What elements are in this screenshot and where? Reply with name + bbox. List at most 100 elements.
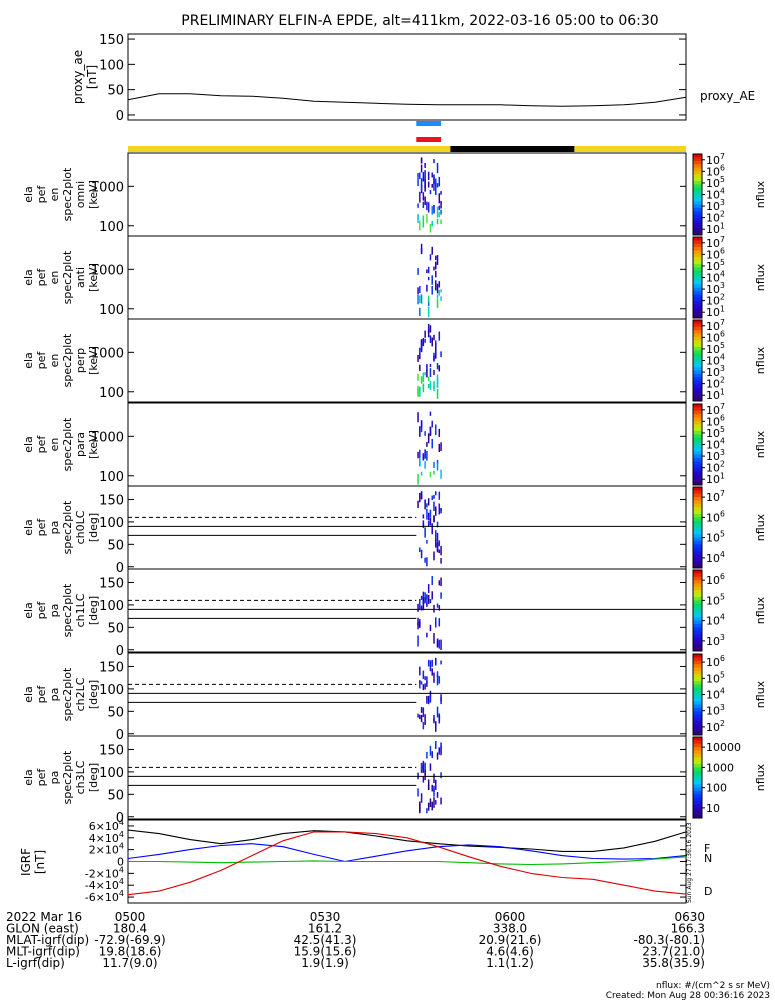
spectrogram-pixel	[435, 491, 437, 496]
colorbar-segment	[693, 347, 702, 351]
colorbar-segment	[693, 490, 702, 495]
colorbar-segment	[693, 681, 702, 685]
spectrogram-pixel	[431, 801, 433, 811]
spectrogram-pixel	[419, 307, 421, 316]
spectrogram-pixel	[440, 289, 442, 293]
spectrogram-pixel	[420, 178, 423, 186]
colorbar-segment	[693, 420, 702, 425]
spectrogram-panel-frame	[127, 318, 687, 403]
colorbar-label: nflux	[754, 513, 767, 541]
footer-row-value: 180.4	[113, 922, 147, 936]
colorbar-segment	[693, 287, 702, 292]
colorbar-frame	[692, 486, 703, 569]
spectrogram-pixel	[426, 594, 428, 606]
spectrogram-pixel	[427, 330, 430, 338]
ae-ylabel: proxy_ae	[71, 50, 85, 104]
spectrogram-pixel	[433, 788, 435, 797]
spectrogram-pixel	[431, 206, 433, 215]
colorbar-segment	[693, 270, 702, 275]
footer-row-value: 338.0	[493, 922, 527, 936]
spectrogram-pixel	[436, 752, 439, 760]
colorbar-segment	[693, 590, 702, 595]
colorbar-segment	[693, 704, 702, 709]
spectrogram-pixel	[433, 176, 435, 185]
spectrogram-pixel	[435, 424, 437, 436]
panel-ylabel-line: pef	[35, 185, 48, 204]
panel-ytick-label: 100	[99, 470, 124, 485]
igrf-side-label-f: F	[704, 842, 710, 855]
igrf-ylabel-unit: [nT]	[33, 850, 47, 874]
spectrogram-pixel	[436, 389, 439, 399]
colorbar-segment	[693, 731, 702, 736]
footer-row-label: MLAT-igrf(dip)	[6, 933, 89, 947]
colorbar-segment	[693, 451, 702, 456]
colorbar-segment	[693, 570, 702, 574]
panel-ylabel-line: [deg]	[87, 680, 100, 709]
colorbar-segment	[693, 247, 702, 251]
colorbar-tick-label: 106	[706, 654, 725, 669]
spectrogram-pixel	[427, 181, 430, 188]
panel-ytick-label: 50	[107, 621, 124, 636]
colorbar-segment	[693, 801, 702, 805]
colorbar-segment	[693, 380, 702, 385]
spectrogram-pixel	[438, 428, 441, 437]
spectrogram-pixel	[426, 214, 428, 224]
colorbar-segment	[693, 747, 702, 751]
colorbar-segment	[693, 370, 702, 375]
colorbar-segment	[693, 541, 702, 545]
colorbar-tick-label: 104	[706, 687, 725, 702]
spectrogram-pixel	[436, 706, 439, 718]
colorbar-segment	[693, 507, 702, 512]
colorbar-tick-label: 106	[706, 246, 725, 261]
spectrogram-pixel	[417, 354, 419, 362]
colorbar-segment	[693, 274, 702, 278]
colorbar-segment	[693, 194, 702, 199]
colorbar-label: nflux	[754, 430, 767, 458]
spectrogram-pixel	[435, 255, 437, 261]
spectrogram-pixel	[435, 343, 437, 353]
colorbar-segment	[693, 280, 702, 285]
panel-ytick-label: 150	[99, 576, 124, 591]
panel-ylabel-line: perp	[74, 348, 87, 373]
colorbar-segment	[693, 201, 702, 206]
igrf-ylabel: IGRF	[19, 848, 33, 876]
colorbar-segment	[693, 586, 702, 591]
spectrogram-pixel	[417, 500, 419, 509]
spectrogram-pixel	[429, 660, 432, 672]
spectrogram-pixel	[440, 660, 442, 665]
footer-row-value: 161.2	[308, 922, 342, 936]
colorbar-segment	[693, 390, 702, 395]
spectrogram-pixel	[419, 353, 421, 360]
spectrogram-pixel	[422, 684, 425, 691]
spectrogram-pixel	[436, 674, 439, 686]
colorbar-tick-label: 10	[706, 802, 720, 815]
spectrogram-pixel	[433, 515, 435, 523]
colorbar-segment	[693, 377, 702, 382]
spectrogram-pixel	[419, 456, 421, 467]
panel-ylabel-line: pa	[48, 604, 61, 618]
spectrogram-pixel	[422, 707, 425, 717]
colorbar-tick-label: 104	[706, 187, 725, 202]
spectrogram-pixel	[433, 266, 435, 271]
spectrogram-pixel	[426, 632, 428, 638]
spectrogram-pixel	[422, 453, 425, 461]
colorbar-tick-label: 100	[706, 782, 727, 795]
spectrogram-pixel	[429, 599, 432, 604]
colorbar-segment	[693, 597, 702, 601]
colorbar-segment	[693, 534, 702, 539]
spectrogram-pixel	[422, 670, 425, 679]
spectrogram-pixel	[436, 792, 439, 798]
panel-ytick-label: 0	[116, 811, 124, 826]
panel-ylabel-line: spec2plot	[61, 167, 74, 221]
panel-ytick-label: 1000	[91, 430, 124, 445]
colorbar-tick-label: 101	[706, 471, 725, 486]
spectrogram-pixel	[426, 751, 428, 759]
spectrogram-pixel	[429, 223, 432, 233]
footer-row-value: 20.9(21.6)	[479, 933, 542, 947]
spectrogram-pixel	[440, 351, 442, 358]
colorbar-segment	[693, 620, 702, 625]
spectrogram-pixel	[427, 202, 430, 213]
spectrogram-pixel	[440, 546, 442, 556]
spectrogram-pixel	[427, 584, 430, 593]
colorbar-segment	[693, 461, 702, 466]
